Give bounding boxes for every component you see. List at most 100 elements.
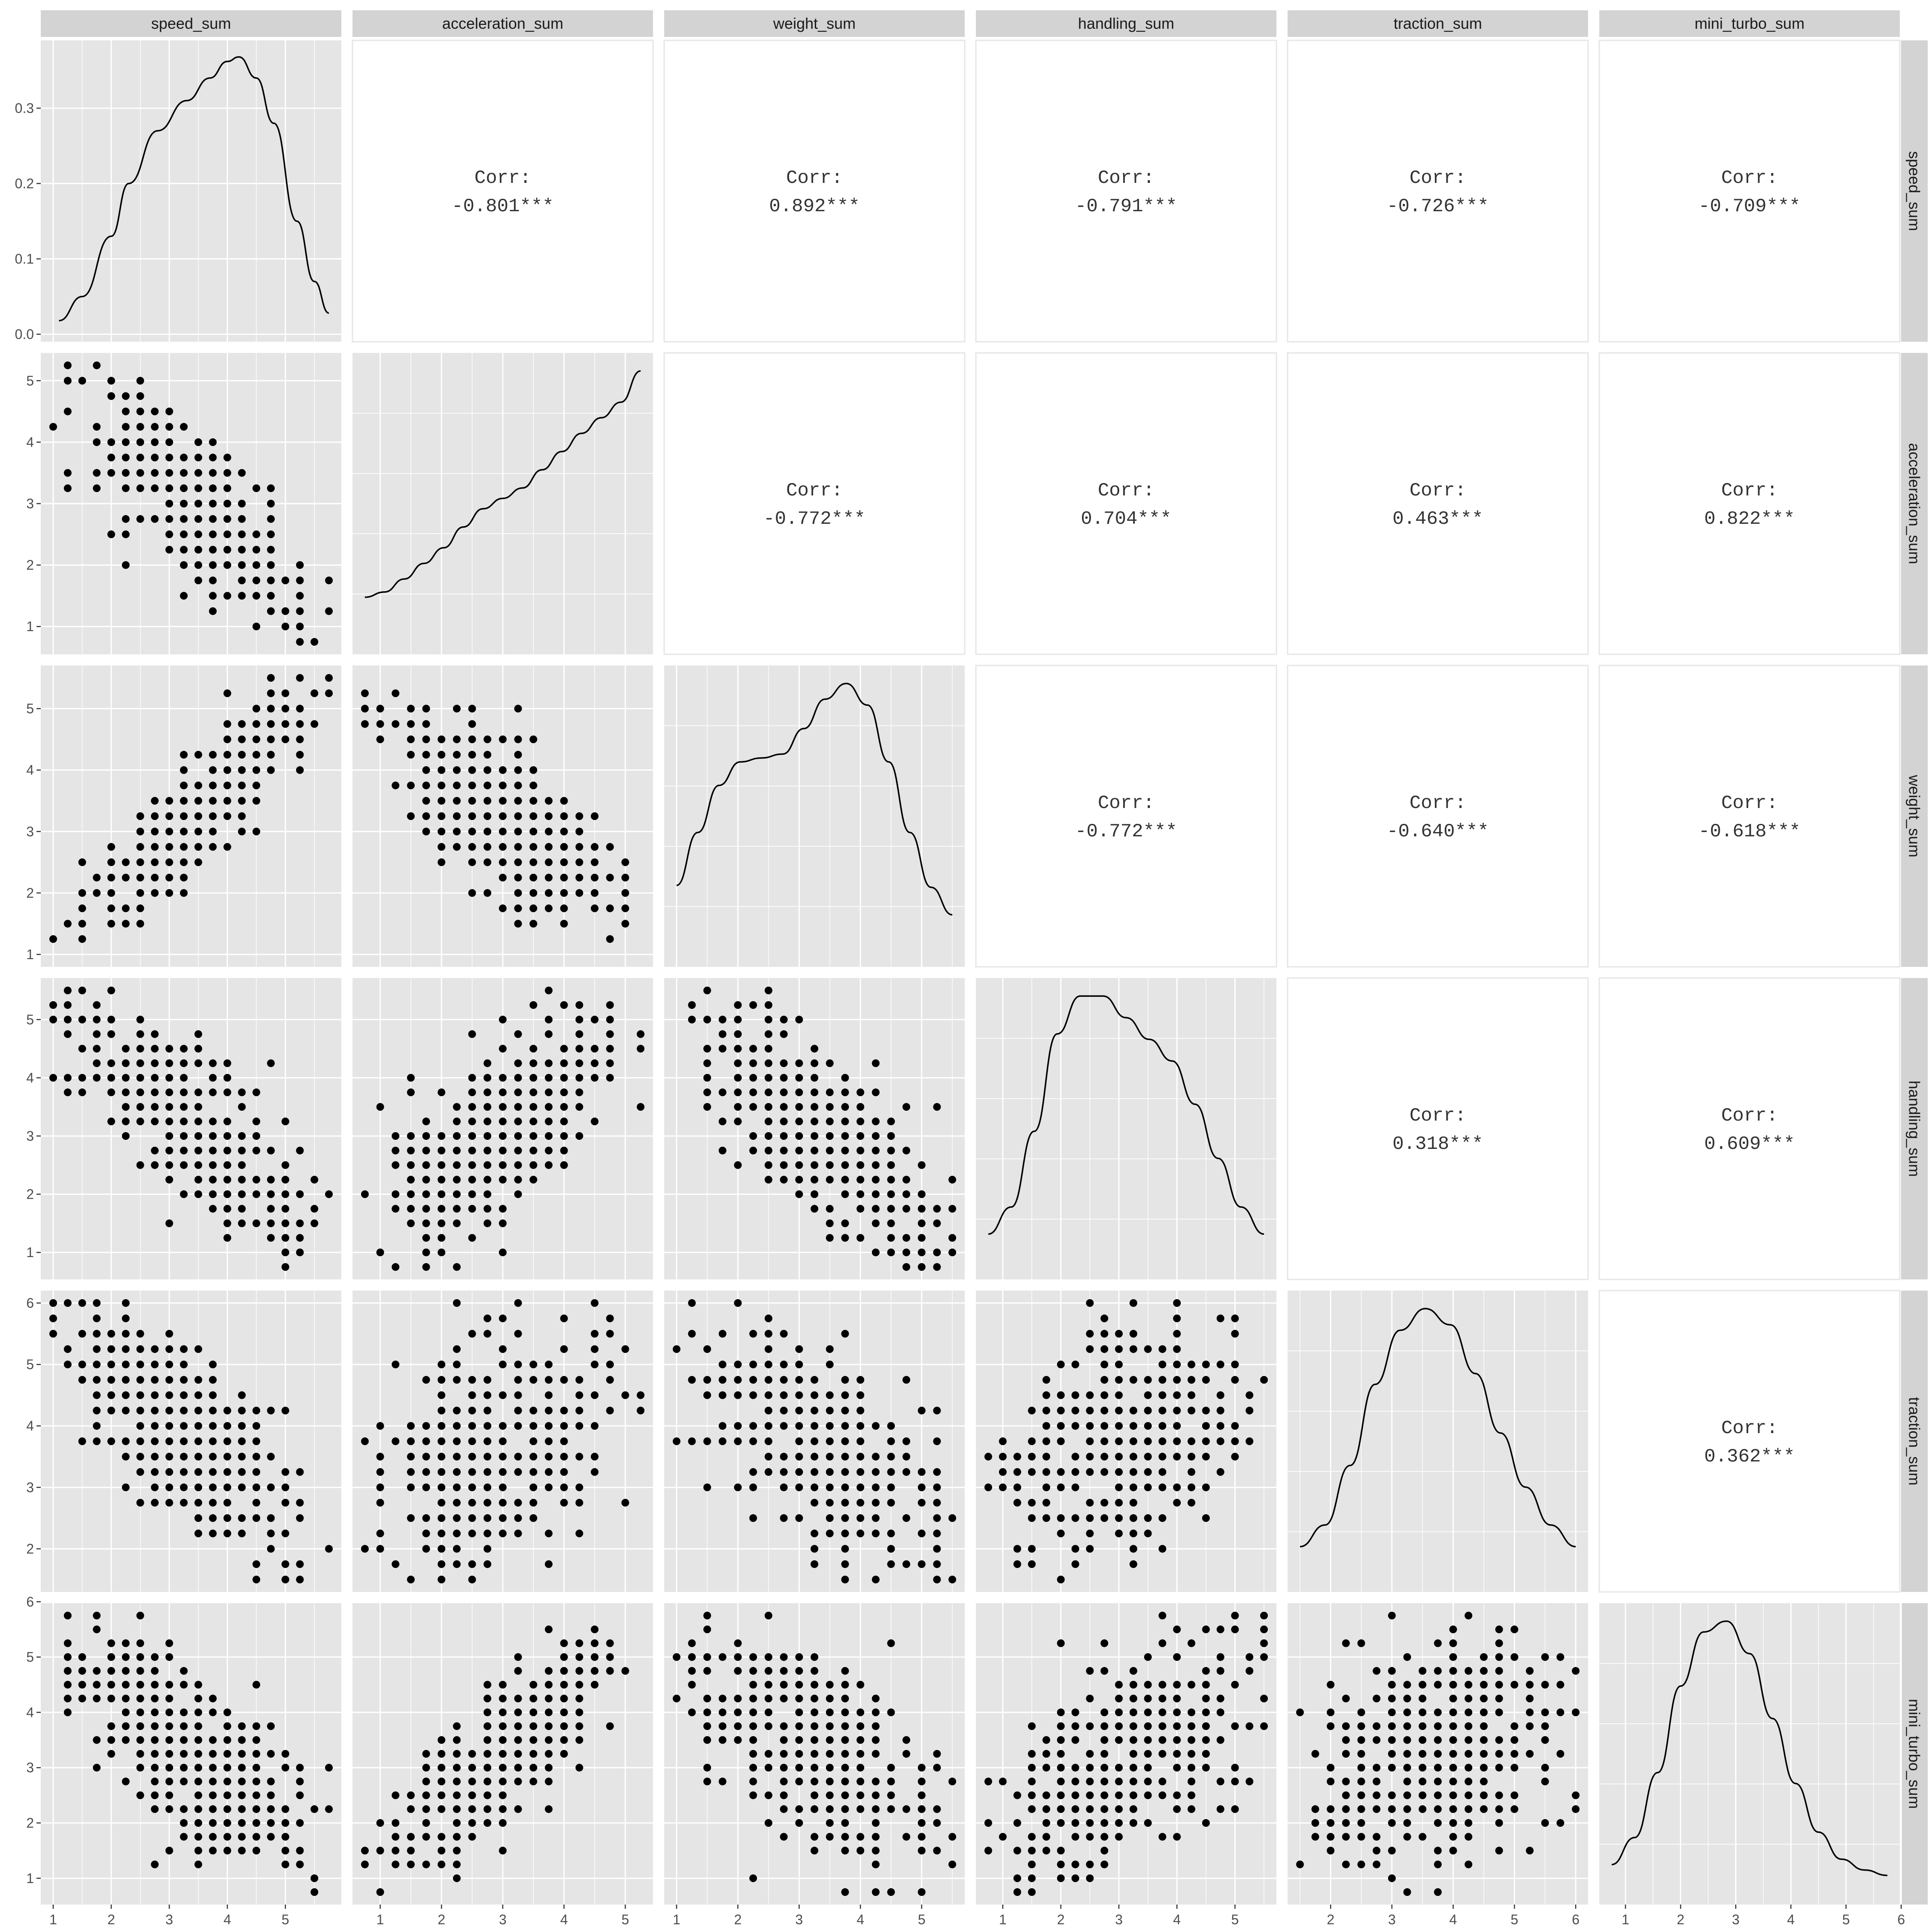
scatter-point <box>1403 1680 1411 1689</box>
panel-acceleration_sum-traction_sum: Corr:0.463*** <box>1287 352 1589 655</box>
scatter-point <box>180 1437 188 1445</box>
scatter-point <box>1419 1833 1427 1841</box>
scatter-point <box>209 1708 217 1716</box>
scatter-point <box>749 1667 757 1675</box>
scatter-point <box>252 1190 261 1198</box>
scatter-point <box>209 1791 217 1799</box>
scatter-point <box>529 1161 538 1169</box>
scatter-point <box>194 1833 202 1841</box>
scatter-point <box>107 1118 115 1126</box>
scatter-point <box>483 781 492 790</box>
scatter-point <box>764 1330 772 1338</box>
scatter-point <box>64 1074 72 1082</box>
scatter-point <box>136 453 144 462</box>
scatter-point <box>1188 1708 1196 1716</box>
scatter-point <box>209 546 217 554</box>
scatter-point <box>764 1074 772 1082</box>
scatter-point <box>560 1118 568 1126</box>
scatter-point <box>180 515 188 523</box>
scatter-point <box>606 1330 614 1338</box>
scatter-point <box>310 1874 319 1882</box>
scatter-point <box>122 1059 130 1067</box>
scatter-point <box>872 1219 880 1227</box>
scatter-point <box>325 1190 333 1198</box>
scatter-point <box>1071 1874 1079 1882</box>
scatter-point <box>252 1819 261 1827</box>
y-tick-label: 1 <box>26 1871 34 1886</box>
scatter-point <box>392 781 400 790</box>
scatter-point <box>151 1708 159 1716</box>
panel-handling_sum-handling_sum <box>973 978 1276 1279</box>
scatter-point <box>1357 1833 1365 1841</box>
scatter-point <box>1100 1833 1109 1841</box>
scatter-point <box>780 1833 788 1841</box>
scatter-point <box>165 423 173 431</box>
density-line-speed_sum <box>59 56 329 322</box>
scatter-point <box>514 1529 522 1537</box>
scatter-point <box>136 1161 144 1169</box>
scatter-point <box>223 689 231 697</box>
scatter-point <box>795 1059 803 1067</box>
scatter-point <box>499 1437 507 1445</box>
scatter-point <box>1495 1764 1503 1772</box>
panel-mini_turbo_sum-weight_sum <box>664 1601 965 1905</box>
scatter-point <box>194 1452 202 1461</box>
scatter-point <box>545 889 553 897</box>
scatter-point <box>453 1819 461 1827</box>
scatter-point <box>194 843 202 851</box>
scatter-point <box>933 1805 941 1813</box>
scatter-point <box>194 1708 202 1716</box>
scatter-point <box>1129 1483 1137 1492</box>
scatter-point <box>514 904 522 912</box>
scatter-point <box>545 1805 553 1813</box>
scatter-point <box>780 1015 788 1024</box>
scatter-point <box>1388 1611 1396 1619</box>
scatter-point <box>1403 1722 1411 1730</box>
scatter-point <box>180 1045 188 1053</box>
scatter-point <box>1202 1750 1210 1758</box>
scatter-point <box>1057 1406 1065 1415</box>
scatter-point <box>1057 1437 1065 1445</box>
scatter-point <box>917 1468 926 1476</box>
scatter-point <box>180 889 188 897</box>
scatter-point <box>151 1695 159 1703</box>
scatter-point <box>1086 1345 1094 1353</box>
scatter-point <box>453 1345 461 1353</box>
scatter-point <box>560 797 568 805</box>
scatter-point <box>887 1483 895 1492</box>
scatter-point <box>194 781 202 790</box>
scatter-point <box>826 1118 834 1126</box>
corr-panel-bg <box>1598 665 1901 968</box>
scatter-point <box>811 1176 818 1184</box>
scatter-point <box>223 1219 231 1227</box>
scatter-point <box>545 1161 553 1169</box>
scatter-point <box>514 843 522 851</box>
scatter-point <box>1144 1391 1152 1399</box>
scatter-point <box>1526 1750 1534 1758</box>
scatter-point <box>703 1437 711 1445</box>
scatter-point <box>514 1059 522 1067</box>
scatter-point <box>483 1205 492 1213</box>
scatter-point <box>483 1680 492 1689</box>
scatter-point <box>1449 1791 1457 1799</box>
scatter-point <box>826 1361 834 1369</box>
scatter-point <box>811 1653 818 1661</box>
scatter-point <box>453 1722 461 1730</box>
scatter-point <box>122 874 130 882</box>
scatter-point <box>281 623 289 631</box>
scatter-point <box>107 1361 115 1369</box>
scatter-point <box>238 1750 246 1758</box>
scatter-point <box>872 1205 880 1213</box>
scatter-point <box>1188 1750 1196 1758</box>
scatter-point <box>165 812 173 820</box>
scatter-point <box>64 1680 72 1689</box>
scatter-point <box>841 1088 849 1097</box>
scatter-point <box>811 1695 818 1703</box>
scatter-point <box>1042 1514 1051 1522</box>
scatter-point <box>1158 1376 1166 1384</box>
scatter-point <box>841 1750 849 1758</box>
scatter-point <box>238 766 246 774</box>
scatter-point <box>483 1059 492 1067</box>
scatter-point <box>917 1205 926 1213</box>
scatter-point <box>165 1219 173 1227</box>
